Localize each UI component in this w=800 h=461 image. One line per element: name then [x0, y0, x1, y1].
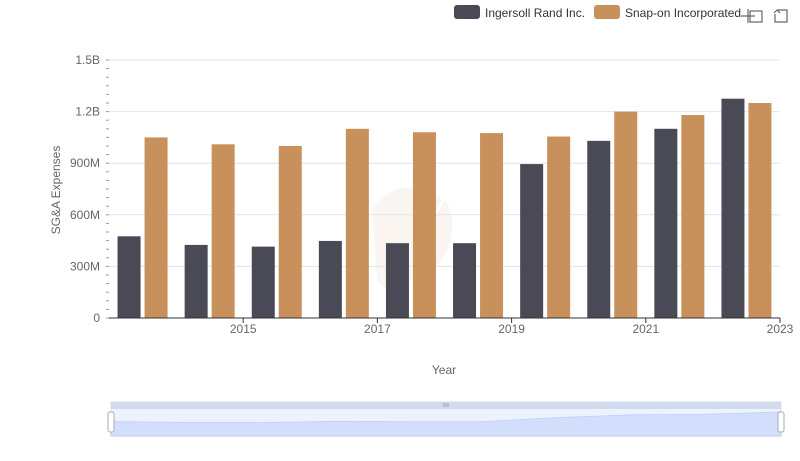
- x-tick-label: 2023: [767, 322, 794, 336]
- bar-snapon-2016[interactable]: [278, 146, 302, 318]
- bar-snapon-2018[interactable]: [412, 132, 436, 318]
- bar-snapon-2020[interactable]: [547, 136, 571, 318]
- y-tick-label: 900M: [70, 156, 100, 170]
- bar-snapon-2014[interactable]: [144, 137, 168, 318]
- restore-icon[interactable]: [773, 9, 788, 23]
- zoom-icon[interactable]: [741, 9, 763, 23]
- legend-label-snapon: Snap-on Incorporated: [625, 6, 741, 20]
- data-zoom-slider[interactable]: [107, 401, 785, 437]
- bar-ingersoll-2023[interactable]: [721, 98, 745, 318]
- y-tick-label: 0: [93, 311, 100, 325]
- y-tick-label: 300M: [70, 259, 100, 273]
- bar-ingersoll-2018[interactable]: [385, 243, 409, 318]
- x-tick-label: 2021: [632, 322, 659, 336]
- x-tick-label: 2015: [230, 322, 257, 336]
- legend-label-ingersoll: Ingersoll Rand Inc.: [485, 6, 585, 20]
- x-tick-label: 2019: [498, 322, 525, 336]
- bar-snapon-2019[interactable]: [480, 133, 504, 318]
- y-tick-label: 600M: [70, 208, 100, 222]
- bar-ingersoll-2022[interactable]: [654, 128, 678, 318]
- slider-selection[interactable]: [111, 409, 781, 436]
- y-tick-label: 1.5B: [75, 53, 100, 67]
- bar-snapon-2015[interactable]: [211, 144, 235, 318]
- legend-swatch-ingersoll: [454, 5, 480, 19]
- bar-ingersoll-2014[interactable]: [117, 236, 141, 318]
- watermark-logo: [372, 187, 453, 289]
- slider-drag-grip[interactable]: [443, 403, 449, 407]
- bar-snapon-2021[interactable]: [614, 111, 638, 318]
- y-axis-ticks: 0 300M 600M 900M 1.2B 1.5B: [70, 53, 109, 325]
- bar-snapon-2022[interactable]: [681, 115, 705, 318]
- x-axis-ticks: 2015 2017 2019 2021 2023: [230, 318, 794, 336]
- slider-left-handle[interactable]: [107, 411, 115, 433]
- y-axis-title: SG&A Expenses: [49, 146, 63, 235]
- bar-ingersoll-2017[interactable]: [318, 240, 342, 318]
- legend-swatch-snapon: [594, 5, 620, 19]
- legend-item-snapon[interactable]: Snap-on Incorporated: [594, 5, 741, 20]
- bar-snapon-2023[interactable]: [748, 103, 772, 318]
- x-axis-title: Year: [432, 363, 456, 377]
- legend-item-ingersoll[interactable]: Ingersoll Rand Inc.: [454, 5, 585, 20]
- bar-ingersoll-2015[interactable]: [184, 244, 208, 318]
- bar-ingersoll-2021[interactable]: [587, 140, 611, 318]
- bars: [117, 98, 772, 318]
- x-tick-label: 2017: [364, 322, 391, 336]
- bar-ingersoll-2020[interactable]: [520, 164, 544, 318]
- slider-right-handle[interactable]: [777, 411, 785, 433]
- y-tick-label: 1.2B: [75, 105, 100, 119]
- bar-snapon-2017[interactable]: [345, 128, 369, 318]
- bar-ingersoll-2016[interactable]: [251, 246, 275, 318]
- bar-ingersoll-2019[interactable]: [453, 243, 477, 318]
- legend: Ingersoll Rand Inc. Snap-on Incorporated: [454, 5, 741, 20]
